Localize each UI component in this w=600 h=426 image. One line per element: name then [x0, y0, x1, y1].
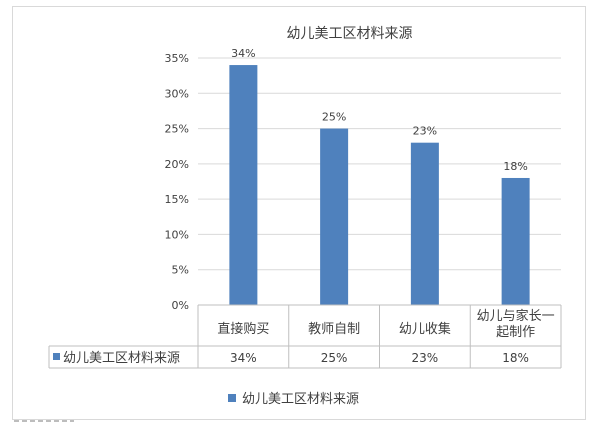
y-tick-label: 35%	[165, 52, 189, 65]
bar-chart: 幼儿美工区材料来源 0% 5% 10% 15% 20% 25% 30% 35% 34% 25% 23%…	[48, 26, 562, 407]
y-tick-label: 10%	[165, 228, 189, 241]
table-value: 25%	[321, 351, 348, 365]
bar	[229, 65, 258, 305]
table-value: 18%	[502, 351, 529, 365]
legend-swatch	[228, 394, 236, 402]
y-tick-label: 20%	[165, 158, 189, 171]
table-series-name: 幼儿美工区材料来源	[63, 351, 180, 366]
bottom-edge-artifact	[14, 420, 74, 422]
chart-frame: 幼儿美工区材料来源 0% 5% 10% 15% 20% 25% 30% 35% 34% 25% 23%…	[12, 6, 586, 420]
x-tick-label: 起制作	[496, 325, 535, 340]
data-label: 25%	[322, 111, 346, 124]
y-tick-label: 15%	[165, 193, 189, 206]
table-legend-key	[53, 353, 60, 360]
y-tick-label: 25%	[165, 123, 189, 136]
table-value: 23%	[412, 351, 439, 365]
bar	[410, 142, 439, 305]
table-value: 34%	[230, 351, 257, 365]
legend-label: 幼儿美工区材料来源	[242, 392, 359, 407]
chart-title: 幼儿美工区材料来源	[287, 26, 413, 42]
x-tick-label: 幼儿与家长一	[477, 308, 555, 324]
y-tick-label: 0%	[172, 299, 189, 312]
data-label: 18%	[503, 160, 527, 173]
data-label: 23%	[413, 125, 437, 138]
y-tick-label: 5%	[172, 264, 189, 277]
x-tick-label: 直接购买	[217, 321, 269, 337]
x-tick-label: 教师自制	[308, 321, 360, 337]
data-label: 34%	[231, 47, 255, 60]
y-tick-label: 30%	[165, 87, 189, 100]
bar	[320, 128, 349, 305]
x-tick-label: 幼儿收集	[399, 321, 451, 337]
bar	[501, 177, 530, 305]
